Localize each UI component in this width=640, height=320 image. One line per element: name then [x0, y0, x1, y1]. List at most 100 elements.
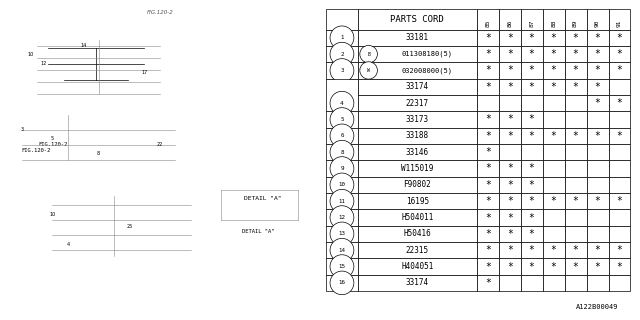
Bar	[609, 226, 630, 242]
Text: 10: 10	[49, 212, 56, 217]
Text: *: *	[485, 229, 491, 239]
Text: 9: 9	[340, 166, 344, 171]
Bar	[586, 111, 609, 128]
Bar	[586, 193, 609, 209]
Text: *: *	[529, 49, 534, 59]
Bar	[521, 128, 543, 144]
Bar	[586, 242, 609, 258]
Text: *: *	[485, 261, 491, 272]
Bar	[586, 177, 609, 193]
Bar	[326, 62, 358, 79]
Text: 89: 89	[573, 19, 578, 27]
Text: *: *	[595, 196, 600, 206]
Text: 3: 3	[340, 68, 344, 73]
Bar	[326, 160, 358, 177]
Bar	[609, 79, 630, 95]
Circle shape	[360, 45, 378, 63]
Text: 33174: 33174	[406, 82, 429, 91]
Bar	[564, 46, 586, 62]
Text: *: *	[529, 65, 534, 76]
Bar	[543, 193, 564, 209]
Text: *: *	[573, 49, 579, 59]
Text: *: *	[529, 180, 534, 190]
Text: 4: 4	[340, 100, 344, 106]
Text: FIG.120-2: FIG.120-2	[22, 148, 51, 154]
Text: 011308180(5): 011308180(5)	[402, 51, 453, 57]
Bar	[543, 111, 564, 128]
Bar	[564, 144, 586, 160]
Bar	[326, 177, 358, 193]
Bar	[609, 128, 630, 144]
Bar	[358, 193, 477, 209]
Bar	[521, 95, 543, 111]
Bar	[564, 79, 586, 95]
Text: *: *	[550, 65, 557, 76]
Bar	[326, 111, 358, 128]
Bar	[609, 29, 630, 46]
Bar	[477, 111, 499, 128]
Text: *: *	[550, 131, 557, 141]
Bar	[326, 242, 358, 258]
Text: *: *	[507, 131, 513, 141]
Text: *: *	[507, 261, 513, 272]
Text: *: *	[573, 196, 579, 206]
Bar	[326, 79, 358, 111]
Bar	[477, 242, 499, 258]
Bar	[564, 29, 586, 46]
Text: *: *	[573, 245, 579, 255]
Text: 5: 5	[51, 136, 54, 141]
Bar	[521, 62, 543, 79]
Text: *: *	[550, 261, 557, 272]
Bar	[326, 193, 358, 209]
Bar	[564, 177, 586, 193]
Text: 11: 11	[339, 199, 346, 204]
Bar	[358, 177, 477, 193]
Bar	[358, 29, 477, 46]
Circle shape	[330, 206, 354, 229]
Bar	[586, 29, 609, 46]
Bar	[477, 62, 499, 79]
Bar	[477, 95, 499, 111]
Text: *: *	[507, 82, 513, 92]
Bar	[499, 193, 521, 209]
Text: *: *	[550, 33, 557, 43]
Bar	[564, 111, 586, 128]
Bar	[521, 177, 543, 193]
Text: 88: 88	[551, 19, 556, 27]
Bar	[564, 209, 586, 226]
Text: H504011: H504011	[401, 213, 433, 222]
Bar	[521, 46, 543, 62]
Text: *: *	[595, 131, 600, 141]
Bar	[564, 95, 586, 111]
Text: *: *	[595, 33, 600, 43]
Bar	[477, 46, 499, 62]
Bar	[358, 111, 477, 128]
Circle shape	[330, 59, 354, 82]
Text: *: *	[529, 196, 534, 206]
Bar	[564, 258, 586, 275]
Text: *: *	[616, 98, 623, 108]
Bar	[586, 62, 609, 79]
Text: *: *	[507, 180, 513, 190]
Bar	[326, 144, 358, 160]
Bar	[499, 209, 521, 226]
Bar	[586, 209, 609, 226]
Text: *: *	[507, 212, 513, 222]
Circle shape	[330, 108, 354, 131]
Text: A122B00049: A122B00049	[575, 305, 618, 310]
Bar	[521, 144, 543, 160]
Text: 8: 8	[340, 150, 344, 155]
Bar	[499, 160, 521, 177]
Text: *: *	[507, 245, 513, 255]
Text: *: *	[616, 33, 623, 43]
Text: 17: 17	[141, 70, 148, 75]
Circle shape	[330, 124, 354, 148]
Bar	[609, 144, 630, 160]
Text: *: *	[485, 131, 491, 141]
Bar	[609, 46, 630, 62]
Text: 8: 8	[97, 151, 100, 156]
Text: H50416: H50416	[403, 229, 431, 238]
Text: *: *	[573, 33, 579, 43]
Bar	[564, 193, 586, 209]
Bar	[326, 275, 358, 291]
